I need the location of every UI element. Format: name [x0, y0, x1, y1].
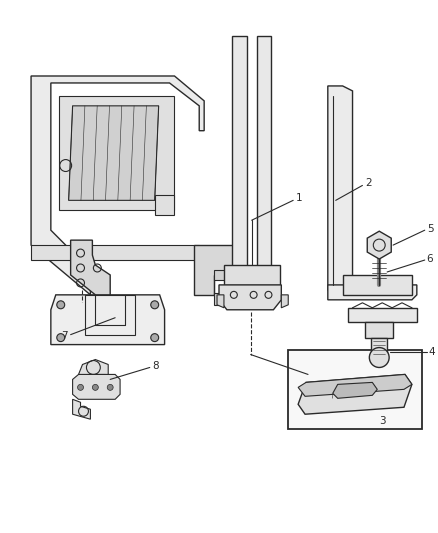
Text: 1: 1	[296, 193, 303, 204]
Polygon shape	[51, 295, 165, 345]
Polygon shape	[217, 295, 224, 308]
Polygon shape	[365, 322, 393, 337]
Polygon shape	[31, 245, 199, 260]
Circle shape	[151, 301, 159, 309]
Polygon shape	[69, 106, 159, 200]
Polygon shape	[333, 382, 377, 398]
Polygon shape	[371, 337, 387, 358]
Polygon shape	[194, 245, 244, 295]
Polygon shape	[343, 275, 412, 295]
Circle shape	[107, 384, 113, 390]
Bar	[288, 350, 422, 429]
Polygon shape	[219, 285, 281, 310]
Text: 4: 4	[429, 346, 435, 357]
Polygon shape	[73, 399, 90, 419]
Polygon shape	[367, 231, 391, 259]
Text: 2: 2	[365, 179, 372, 189]
Polygon shape	[59, 96, 174, 211]
Polygon shape	[71, 240, 110, 295]
Circle shape	[151, 334, 159, 342]
Circle shape	[78, 384, 84, 390]
Text: 8: 8	[153, 361, 159, 372]
Polygon shape	[328, 86, 353, 295]
Text: 5: 5	[427, 224, 433, 234]
Text: 6: 6	[427, 254, 433, 264]
Polygon shape	[31, 76, 204, 295]
Polygon shape	[257, 36, 272, 270]
Polygon shape	[155, 196, 174, 215]
Polygon shape	[348, 308, 417, 322]
Circle shape	[57, 334, 65, 342]
Polygon shape	[298, 375, 412, 414]
Circle shape	[369, 348, 389, 367]
Polygon shape	[224, 265, 280, 285]
Polygon shape	[328, 285, 417, 300]
Polygon shape	[281, 295, 288, 308]
Circle shape	[92, 384, 98, 390]
Polygon shape	[78, 360, 108, 382]
Text: 3: 3	[379, 416, 385, 426]
Polygon shape	[298, 375, 412, 397]
Polygon shape	[73, 375, 120, 399]
Text: 7: 7	[61, 330, 67, 341]
Circle shape	[57, 301, 65, 309]
Polygon shape	[232, 36, 247, 270]
Polygon shape	[214, 293, 229, 305]
Polygon shape	[214, 270, 244, 280]
